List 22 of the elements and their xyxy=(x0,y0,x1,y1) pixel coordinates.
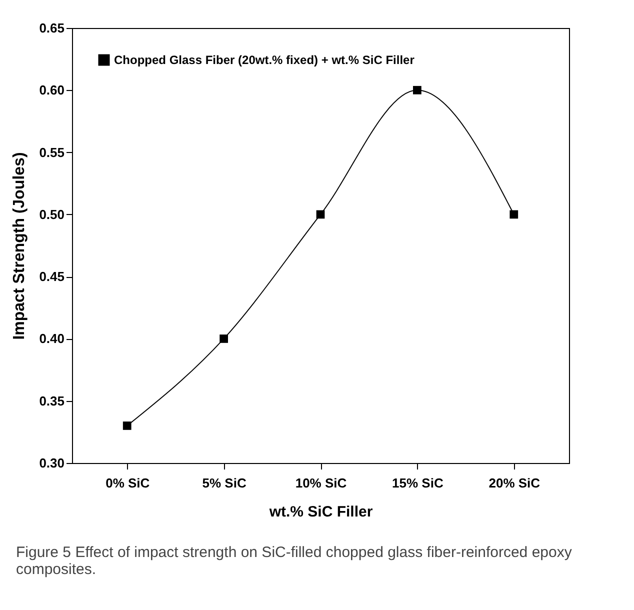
y-tick-label: 0.55 xyxy=(39,144,64,160)
y-tick-label: 0.65 xyxy=(39,20,64,36)
x-tick-label: 5% SiC xyxy=(202,476,247,490)
y-tick-label: 0.45 xyxy=(39,269,64,284)
x-tick-label: 20% SiC xyxy=(488,476,541,490)
y-tick-label: 0.50 xyxy=(39,206,64,222)
x-tick-label: 15% SiC xyxy=(392,476,444,490)
legend-label: Chopped Glass Fiber (20wt.% fixed) + wt.% SiC Filler xyxy=(114,53,415,67)
x-tick-label: 0% SiC xyxy=(106,476,150,490)
point xyxy=(510,210,518,219)
y-tick-label: 0.40 xyxy=(39,331,64,346)
y-tick-label: 0.60 xyxy=(39,82,64,98)
point xyxy=(122,422,132,430)
caption: Figure 5 Effect of impact strength on SiC-filled chopped glass fiber-reinforced epoxy composites. xyxy=(16,544,573,578)
x-tick-label: 10% SiC xyxy=(295,476,348,490)
point xyxy=(220,334,228,343)
y-tick-label: 0.30 xyxy=(39,456,64,470)
point xyxy=(413,86,422,94)
y-axis-title: Impact Strength (Joules) xyxy=(11,152,28,340)
x-axis-title: wt.% SiC Filler xyxy=(268,504,373,520)
point xyxy=(316,210,325,219)
y-tick-label: 0.35 xyxy=(39,393,64,408)
